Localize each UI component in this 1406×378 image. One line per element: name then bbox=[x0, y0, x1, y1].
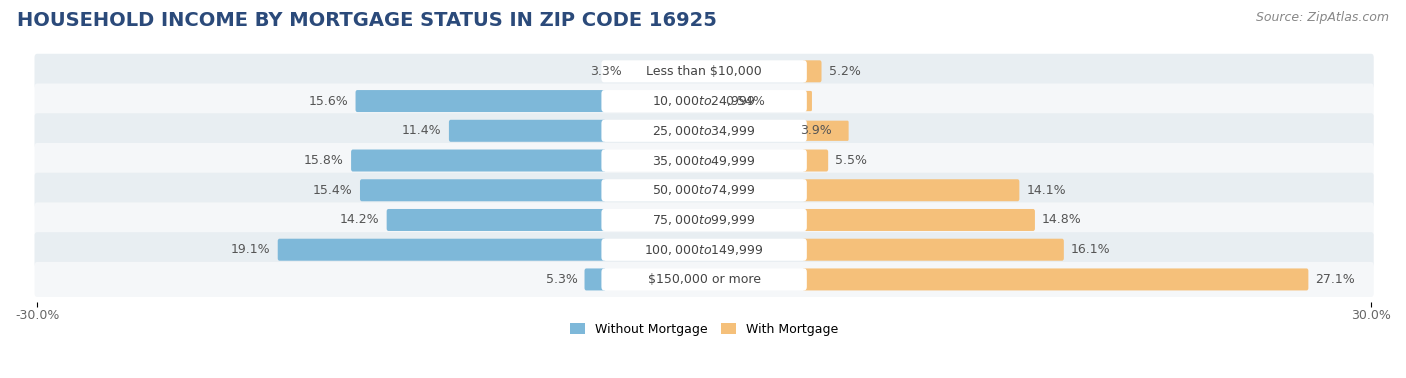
Text: 0.54%: 0.54% bbox=[725, 94, 765, 108]
FancyBboxPatch shape bbox=[278, 239, 606, 261]
Text: 5.3%: 5.3% bbox=[546, 273, 578, 286]
FancyBboxPatch shape bbox=[352, 150, 606, 172]
Text: $35,000 to $49,999: $35,000 to $49,999 bbox=[652, 153, 756, 167]
FancyBboxPatch shape bbox=[449, 120, 606, 142]
Text: $100,000 to $149,999: $100,000 to $149,999 bbox=[644, 243, 763, 257]
FancyBboxPatch shape bbox=[35, 54, 1374, 89]
Text: 3.3%: 3.3% bbox=[591, 65, 621, 78]
FancyBboxPatch shape bbox=[602, 150, 807, 172]
FancyBboxPatch shape bbox=[35, 262, 1374, 297]
FancyBboxPatch shape bbox=[602, 268, 807, 290]
FancyBboxPatch shape bbox=[360, 179, 606, 201]
Text: 5.2%: 5.2% bbox=[828, 65, 860, 78]
FancyBboxPatch shape bbox=[35, 232, 1374, 267]
Text: $10,000 to $24,999: $10,000 to $24,999 bbox=[652, 94, 756, 108]
FancyBboxPatch shape bbox=[35, 173, 1374, 208]
Text: 15.6%: 15.6% bbox=[309, 94, 349, 108]
FancyBboxPatch shape bbox=[602, 60, 807, 82]
FancyBboxPatch shape bbox=[803, 209, 1035, 231]
Text: 16.1%: 16.1% bbox=[1071, 243, 1111, 256]
Text: 3.9%: 3.9% bbox=[800, 124, 831, 137]
Text: 19.1%: 19.1% bbox=[231, 243, 270, 256]
Text: $25,000 to $34,999: $25,000 to $34,999 bbox=[652, 124, 756, 138]
FancyBboxPatch shape bbox=[602, 239, 807, 261]
FancyBboxPatch shape bbox=[803, 239, 1064, 261]
Text: 14.2%: 14.2% bbox=[340, 214, 380, 226]
Text: $50,000 to $74,999: $50,000 to $74,999 bbox=[652, 183, 756, 197]
FancyBboxPatch shape bbox=[35, 113, 1374, 148]
Text: 5.5%: 5.5% bbox=[835, 154, 868, 167]
FancyBboxPatch shape bbox=[803, 179, 1019, 201]
FancyBboxPatch shape bbox=[602, 179, 807, 201]
FancyBboxPatch shape bbox=[602, 120, 807, 142]
FancyBboxPatch shape bbox=[803, 150, 828, 172]
FancyBboxPatch shape bbox=[803, 268, 1309, 290]
FancyBboxPatch shape bbox=[356, 90, 606, 112]
Text: $75,000 to $99,999: $75,000 to $99,999 bbox=[652, 213, 756, 227]
Text: 15.4%: 15.4% bbox=[314, 184, 353, 197]
FancyBboxPatch shape bbox=[35, 84, 1374, 119]
Text: $150,000 or more: $150,000 or more bbox=[648, 273, 761, 286]
FancyBboxPatch shape bbox=[585, 268, 606, 290]
FancyBboxPatch shape bbox=[35, 203, 1374, 237]
Text: 14.8%: 14.8% bbox=[1042, 214, 1081, 226]
Text: Source: ZipAtlas.com: Source: ZipAtlas.com bbox=[1256, 11, 1389, 24]
FancyBboxPatch shape bbox=[35, 143, 1374, 178]
FancyBboxPatch shape bbox=[803, 91, 811, 111]
FancyBboxPatch shape bbox=[602, 90, 807, 112]
Text: 15.8%: 15.8% bbox=[304, 154, 344, 167]
Text: HOUSEHOLD INCOME BY MORTGAGE STATUS IN ZIP CODE 16925: HOUSEHOLD INCOME BY MORTGAGE STATUS IN Z… bbox=[17, 11, 717, 30]
Text: 14.1%: 14.1% bbox=[1026, 184, 1066, 197]
FancyBboxPatch shape bbox=[387, 209, 606, 231]
Text: 11.4%: 11.4% bbox=[402, 124, 441, 137]
FancyBboxPatch shape bbox=[803, 121, 849, 141]
Legend: Without Mortgage, With Mortgage: Without Mortgage, With Mortgage bbox=[565, 318, 842, 341]
FancyBboxPatch shape bbox=[803, 60, 821, 82]
Text: Less than $10,000: Less than $10,000 bbox=[647, 65, 762, 78]
Text: 27.1%: 27.1% bbox=[1316, 273, 1355, 286]
FancyBboxPatch shape bbox=[602, 209, 807, 231]
